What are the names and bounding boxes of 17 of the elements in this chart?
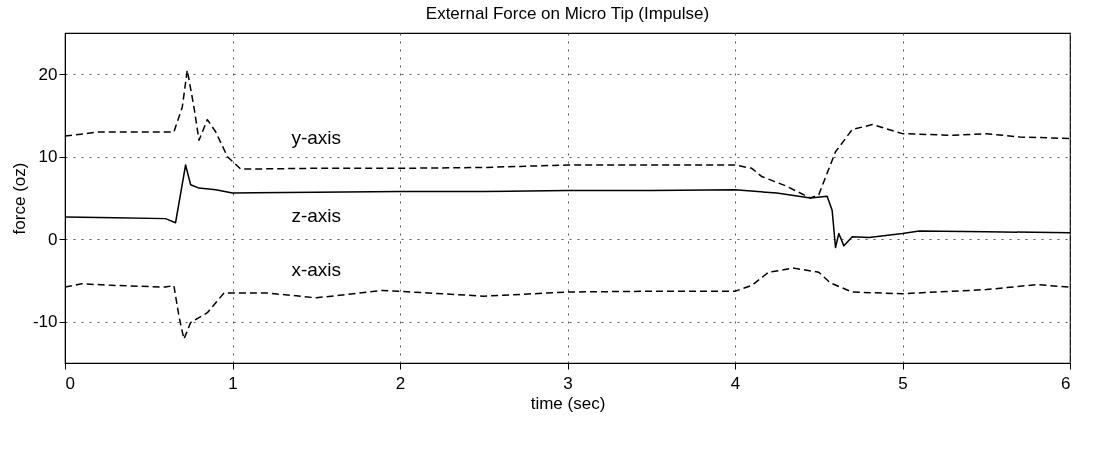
x-tick-label: 3 — [563, 373, 573, 393]
series-label: z-axis — [291, 205, 342, 227]
x-tick-label: 6 — [1061, 373, 1071, 393]
y-tick-label: 0 — [48, 229, 58, 249]
series-label: x-axis — [291, 258, 342, 280]
series-label: y-axis — [291, 127, 342, 149]
y-axis-title: force (oz) — [9, 162, 29, 235]
x-tick-label: 5 — [898, 373, 908, 393]
x-tick-label: 1 — [228, 373, 238, 393]
y-tick-label: -10 — [32, 312, 58, 332]
x-tick-label: 4 — [730, 373, 741, 393]
y-tick-label: 20 — [38, 64, 58, 84]
chart-title: External Force on Micro Tip (Impulse) — [425, 4, 710, 23]
x-tick-label: 2 — [395, 373, 406, 393]
x-tick-label: 0 — [65, 373, 75, 393]
y-tick-label: 10 — [38, 147, 58, 167]
x-axis-title: time (sec) — [530, 393, 606, 413]
